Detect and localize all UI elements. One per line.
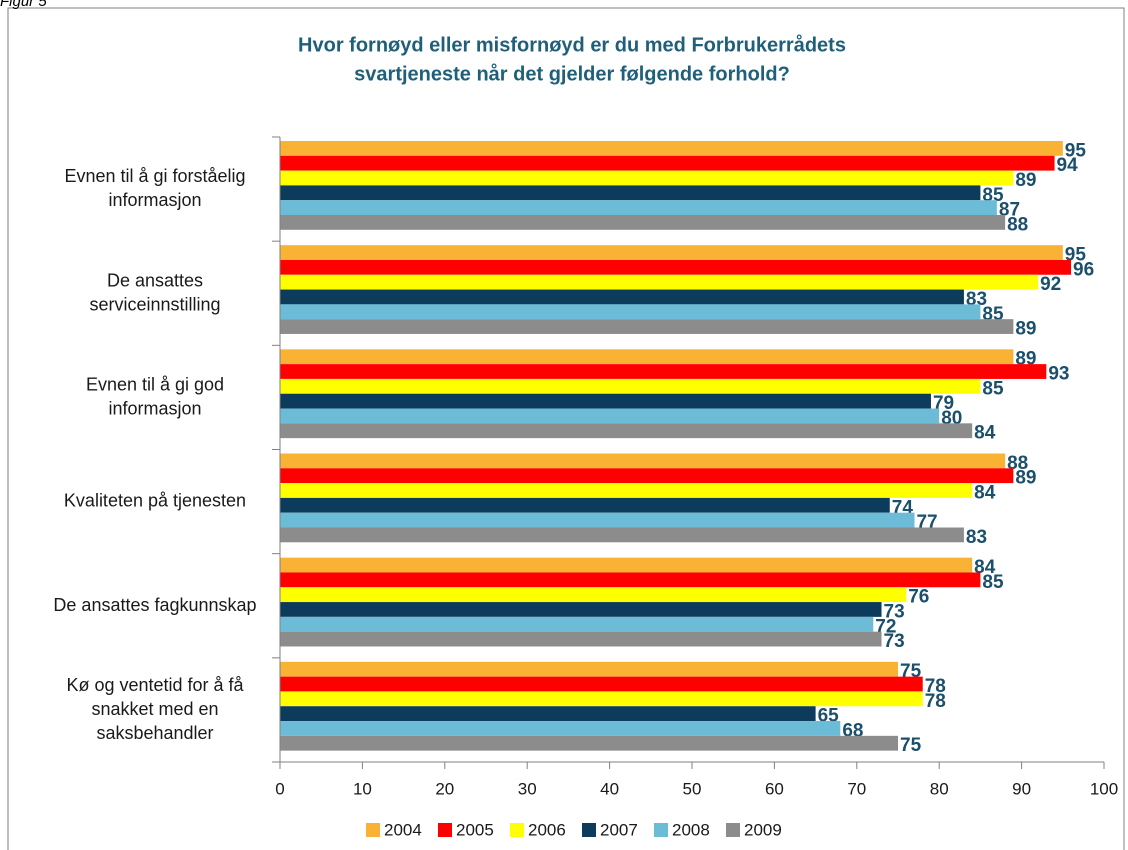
x-tick-label: 30 <box>518 779 537 798</box>
bar <box>280 572 981 588</box>
bar <box>280 378 981 394</box>
x-tick-label: 90 <box>1012 779 1031 798</box>
bar <box>280 497 890 513</box>
x-tick-label: 0 <box>275 779 284 798</box>
bar <box>280 706 816 722</box>
x-tick-label: 50 <box>683 779 702 798</box>
bar <box>280 691 923 707</box>
bar <box>280 408 940 424</box>
bar <box>280 170 1014 186</box>
legend-swatch <box>582 823 596 837</box>
bar <box>280 393 931 409</box>
bar <box>280 141 1063 156</box>
bar <box>280 185 981 201</box>
y-tick-label: De ansattes fagkunnskap <box>53 595 256 615</box>
chart-title: svartjeneste når det gjelder følgende fo… <box>354 62 790 85</box>
legend-swatch <box>366 823 380 837</box>
value-label: 88 <box>1007 214 1028 235</box>
bar <box>280 616 874 632</box>
bar <box>280 245 1063 260</box>
value-label: 73 <box>884 601 905 622</box>
bar <box>280 453 1006 469</box>
bar <box>280 349 1014 365</box>
value-label: 85 <box>982 378 1004 399</box>
x-tick-label: 20 <box>435 779 454 798</box>
bar <box>280 319 1014 334</box>
value-label: 94 <box>1057 155 1079 176</box>
legend-swatch <box>654 823 668 837</box>
value-label: 93 <box>1048 364 1069 385</box>
value-label: 89 <box>1015 319 1036 340</box>
legend-label: 2008 <box>672 820 710 839</box>
bar <box>280 304 981 320</box>
value-label: 78 <box>925 691 946 712</box>
value-label: 75 <box>900 735 922 756</box>
bar <box>280 735 898 751</box>
bar <box>280 215 1006 230</box>
bar <box>280 468 1014 484</box>
bar <box>280 200 997 215</box>
value-label: 95 <box>1065 140 1087 161</box>
bar <box>280 631 882 647</box>
y-tick-label: De ansattes serviceinnstilling <box>89 270 220 314</box>
value-label: 84 <box>974 423 996 444</box>
bar <box>280 721 841 736</box>
value-label: 89 <box>1015 170 1036 191</box>
legend-swatch <box>726 823 740 837</box>
bar <box>280 423 973 439</box>
legend-label: 2009 <box>744 820 782 839</box>
y-tick-label: Evnen til å gi forståelig informasjon <box>64 166 245 210</box>
bar <box>280 259 1072 275</box>
x-tick-label: 60 <box>765 779 784 798</box>
bar <box>280 364 1047 379</box>
bar <box>280 676 923 692</box>
value-label: 73 <box>884 631 905 652</box>
bar <box>280 661 898 677</box>
x-tick-label: 70 <box>847 779 866 798</box>
y-tick-label: Kvaliteten på tjenesten <box>64 490 246 510</box>
legend-label: 2005 <box>456 820 494 839</box>
bar <box>280 527 964 543</box>
legend-label: 2004 <box>384 820 422 839</box>
value-label: 83 <box>966 527 987 548</box>
value-label: 89 <box>1015 468 1036 489</box>
value-label: 76 <box>908 587 929 608</box>
x-tick-label: 80 <box>930 779 949 798</box>
value-label: 92 <box>1040 274 1061 295</box>
x-tick-label: 10 <box>353 779 372 798</box>
bar <box>280 557 973 573</box>
bar <box>280 483 973 498</box>
chart-title: Hvor fornøyd eller misfornøyd er du med … <box>298 33 846 56</box>
x-tick-label: 40 <box>600 779 619 798</box>
value-label: 84 <box>974 483 996 504</box>
value-label: 78 <box>925 676 946 697</box>
bar <box>280 155 1055 171</box>
bar <box>280 587 907 603</box>
legend-swatch <box>510 823 524 837</box>
x-tick-label: 100 <box>1090 779 1118 798</box>
legend-swatch <box>438 823 452 837</box>
y-tick-label: Evnen til å gi god informasjon <box>86 374 224 418</box>
y-tick-label: Kø og ventetid for å få snakket med en sak… <box>66 675 244 743</box>
chart-border <box>7 7 1125 850</box>
bar <box>280 602 882 617</box>
bar <box>280 289 964 305</box>
legend-label: 2007 <box>600 820 638 839</box>
value-label: 96 <box>1073 259 1094 280</box>
figure-label: Figur 5 <box>0 0 47 10</box>
value-label: 85 <box>982 572 1004 593</box>
legend-label: 2006 <box>528 820 566 839</box>
bar <box>280 512 915 528</box>
bar <box>280 274 1039 290</box>
